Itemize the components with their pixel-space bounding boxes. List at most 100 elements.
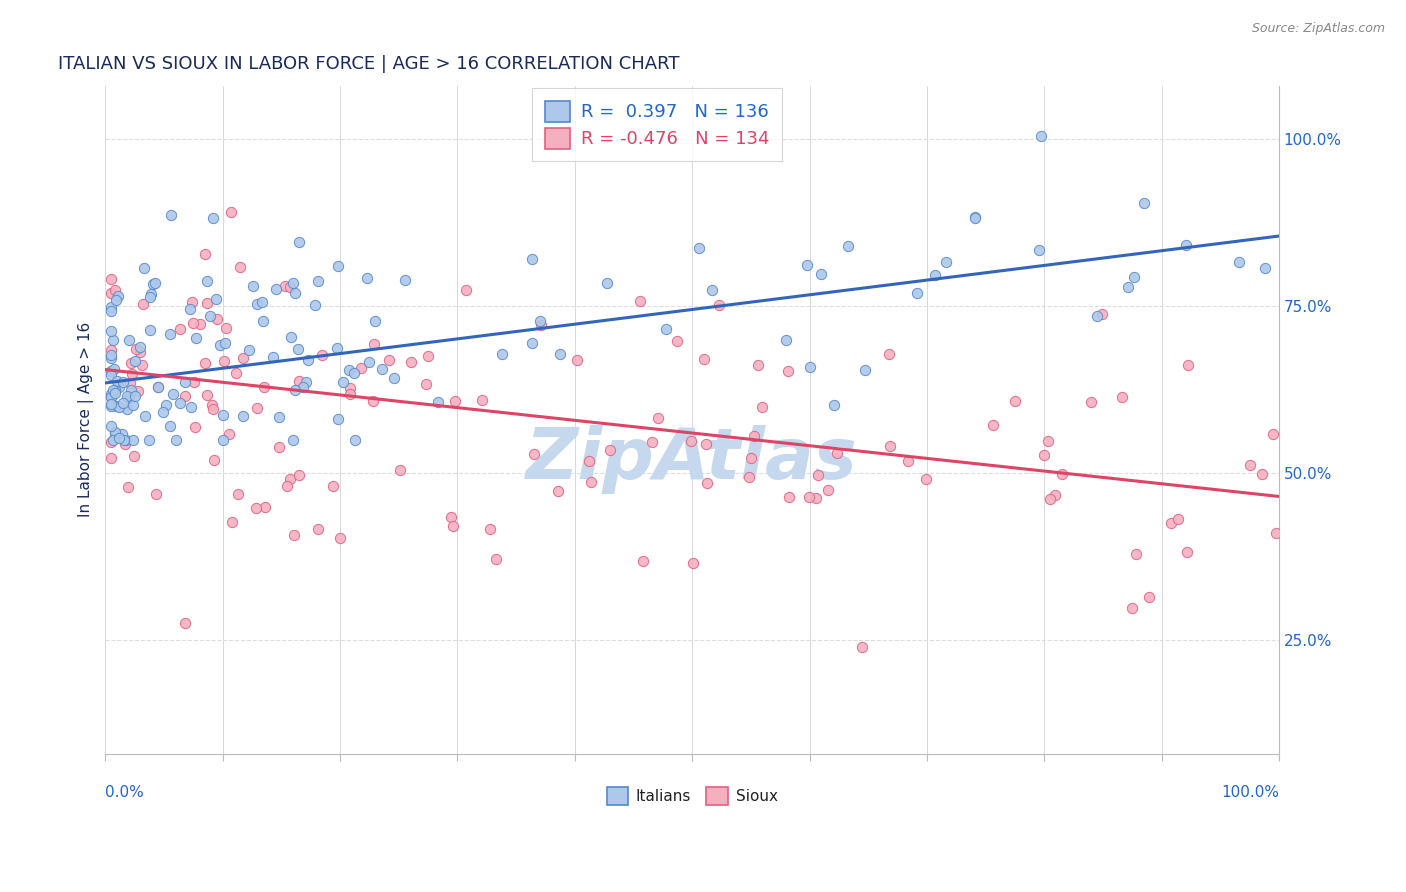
- Point: [211, 433, 233, 447]
- Point: [297, 353, 319, 368]
- Point: [104, 425, 127, 439]
- Point: [797, 490, 820, 504]
- Point: [641, 434, 664, 449]
- Point: [105, 374, 128, 388]
- Point: [254, 500, 277, 514]
- Point: [363, 336, 385, 351]
- Point: [100, 272, 122, 286]
- Point: [339, 387, 361, 401]
- Text: Source: ZipAtlas.com: Source: ZipAtlas.com: [1251, 22, 1385, 36]
- Point: [104, 399, 127, 413]
- Point: [737, 470, 759, 484]
- Point: [837, 239, 859, 253]
- Point: [100, 300, 122, 314]
- Point: [382, 371, 405, 385]
- Text: ITALIAN VS SIOUX IN LABOR FORCE | AGE > 16 CORRELATION CHART: ITALIAN VS SIOUX IN LABOR FORCE | AGE > …: [59, 55, 681, 73]
- Point: [709, 298, 731, 312]
- Point: [742, 428, 765, 442]
- Point: [104, 293, 127, 307]
- Point: [631, 554, 654, 568]
- Point: [169, 395, 191, 409]
- Point: [274, 278, 297, 293]
- Point: [181, 294, 204, 309]
- Point: [665, 334, 688, 348]
- Point: [100, 390, 122, 404]
- Point: [108, 401, 131, 415]
- Point: [139, 322, 162, 336]
- Point: [823, 399, 845, 413]
- Point: [1133, 195, 1156, 210]
- Point: [138, 433, 160, 447]
- Point: [1175, 545, 1198, 559]
- Point: [377, 353, 399, 368]
- Point: [1085, 309, 1108, 323]
- Point: [963, 211, 986, 225]
- Point: [131, 358, 153, 372]
- Point: [1033, 448, 1056, 462]
- Point: [124, 450, 146, 464]
- Point: [190, 317, 212, 331]
- Point: [693, 351, 716, 366]
- Text: 0.0%: 0.0%: [105, 785, 145, 800]
- Point: [287, 235, 309, 249]
- Point: [132, 260, 155, 275]
- Point: [796, 258, 818, 272]
- Point: [218, 427, 240, 442]
- Point: [578, 454, 600, 468]
- Point: [1250, 467, 1272, 482]
- Point: [548, 347, 571, 361]
- Point: [148, 379, 170, 393]
- Point: [520, 335, 543, 350]
- Point: [152, 405, 174, 419]
- Point: [280, 330, 302, 344]
- Point: [100, 368, 122, 383]
- Point: [688, 240, 710, 254]
- Point: [111, 396, 134, 410]
- Point: [695, 437, 717, 451]
- Point: [579, 475, 602, 489]
- Point: [1111, 391, 1133, 405]
- Point: [202, 453, 225, 467]
- Point: [180, 400, 202, 414]
- Point: [100, 364, 122, 378]
- Point: [118, 333, 141, 347]
- Point: [232, 351, 254, 365]
- Point: [1177, 358, 1199, 372]
- Point: [485, 552, 508, 566]
- Point: [108, 380, 131, 394]
- Point: [221, 515, 243, 529]
- Point: [124, 388, 146, 402]
- Point: [416, 350, 439, 364]
- Point: [1254, 260, 1277, 275]
- Point: [1116, 280, 1139, 294]
- Point: [1091, 307, 1114, 321]
- Point: [337, 363, 360, 377]
- Point: [775, 333, 797, 347]
- Point: [520, 252, 543, 266]
- Text: ZipAtlas: ZipAtlas: [526, 425, 858, 494]
- Point: [806, 491, 828, 505]
- Text: 100.0%: 100.0%: [1220, 785, 1279, 800]
- Point: [1261, 426, 1284, 441]
- Point: [159, 419, 181, 434]
- Point: [702, 283, 724, 297]
- Point: [115, 388, 138, 402]
- Point: [1043, 488, 1066, 502]
- Point: [219, 205, 242, 219]
- Point: [897, 454, 920, 468]
- Point: [120, 376, 142, 391]
- Point: [245, 501, 267, 516]
- Point: [682, 557, 704, 571]
- Point: [165, 433, 187, 447]
- Point: [1004, 394, 1026, 409]
- Point: [740, 450, 762, 465]
- Point: [364, 313, 387, 327]
- Point: [229, 260, 252, 275]
- Point: [194, 356, 217, 370]
- Point: [914, 472, 936, 486]
- Point: [179, 301, 201, 316]
- Point: [1122, 269, 1144, 284]
- Point: [104, 383, 127, 397]
- Point: [530, 318, 553, 332]
- Point: [173, 375, 195, 389]
